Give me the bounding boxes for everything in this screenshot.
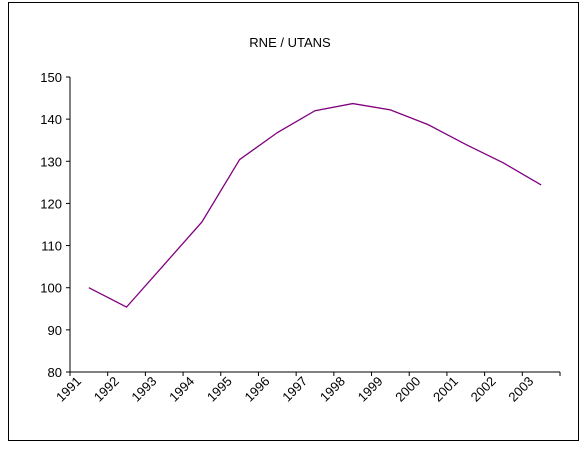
- y-tick-label: 80: [48, 365, 62, 380]
- y-tick-label: 140: [40, 112, 62, 127]
- y-tick-label: 110: [41, 239, 62, 254]
- y-tick-label: 130: [40, 154, 62, 169]
- line-series: [88, 102, 542, 308]
- y-tick-label: 150: [40, 70, 62, 85]
- y-tick-label: 100: [40, 281, 62, 296]
- y-tick-label: 120: [40, 196, 62, 211]
- y-tick-label: 90: [48, 323, 62, 338]
- chart-title: RNE / UTANS: [249, 35, 331, 50]
- chart-frame: [8, 2, 579, 441]
